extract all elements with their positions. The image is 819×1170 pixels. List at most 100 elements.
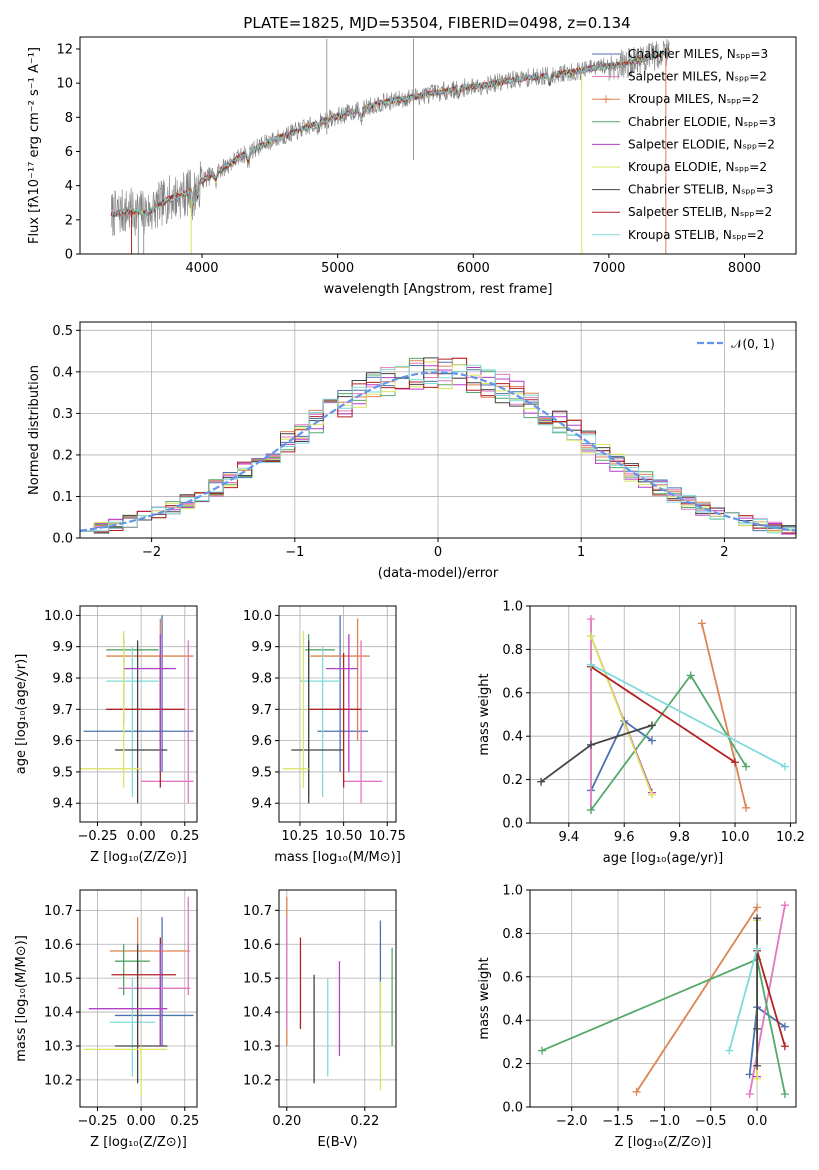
weight-series-1 <box>748 905 786 1095</box>
y-axis-label: age [log₁₀(age/yr)] <box>14 654 29 775</box>
weight-marker <box>745 1070 754 1079</box>
weight-marker <box>632 1087 641 1096</box>
weight-marker <box>780 1042 789 1051</box>
weight-marker <box>742 762 751 771</box>
x-axis-label: Z [log₁₀(Z/Z⊙)] <box>615 1135 712 1150</box>
y-tick-label: 9.8 <box>251 672 272 687</box>
axes-frame-mass_vs_ebv: 0.20 0.22 10.2 10.3 10.4 10.5 10.6 10.7 E(B-V) <box>243 889 397 1150</box>
y-tick-label: 1.0 <box>502 600 523 615</box>
y-tick-label: 10.7 <box>44 904 73 919</box>
x-tick-label: −2 <box>142 545 161 560</box>
y-tick-label: 10.2 <box>243 1073 272 1088</box>
y-tick-label: 0 <box>65 248 73 263</box>
model-spectrum-line-8 <box>110 48 670 219</box>
y-tick-label: 10.4 <box>44 1006 73 1021</box>
errorbar-point-4 <box>299 646 341 797</box>
panel-residuals: −2 −1 0 1 2 0.0 0.1 0.2 0.3 0.4 0.5 (data-model)/er… <box>27 321 797 581</box>
x-tick-label: 0.00 <box>127 829 156 844</box>
y-tick-label: 9.6 <box>251 734 272 749</box>
y-tick-label: 0.2 <box>502 773 523 788</box>
axes-frame-mass_vs_z: −0.25 0.00 0.25 10.2 10.3 10.4 10.5 10.6 10.7 Z [… <box>14 889 199 1150</box>
y-tick-label: 10.6 <box>44 938 73 953</box>
weight-marker <box>731 758 740 767</box>
legend-label: Kroupa MILES, Nₛₚₚ=2 <box>628 92 759 106</box>
plot-area-weight_vs_z <box>538 901 789 1098</box>
x-tick-label: 0.00 <box>127 1114 156 1129</box>
y-tick-label: 0.3 <box>52 407 73 422</box>
weight-marker <box>647 721 656 730</box>
x-tick-label: 6000 <box>457 261 490 276</box>
y-tick-label: 0.5 <box>52 324 73 339</box>
weight-marker <box>742 803 751 812</box>
panel-age_vs_mass: 10.25 10.50 10.75 9.4 9.5 9.6 9.7 9.8 9.9 10.0 mas… <box>243 605 406 865</box>
weight-marker <box>647 790 656 799</box>
y-tick-label: 9.6 <box>52 734 73 749</box>
axes-frame <box>79 36 797 255</box>
errorbar-point-2 <box>118 896 191 996</box>
weight-series-8 <box>728 948 758 1051</box>
axes-frame <box>79 605 198 823</box>
axes-frame <box>278 605 397 823</box>
weight-marker <box>745 1089 754 1098</box>
axes-frame-age_vs_z: −0.25 0.00 0.25 9.4 9.5 9.6 9.7 9.8 9.9 10.0 Z [lo… <box>14 605 199 865</box>
y-tick-label: 0.4 <box>52 365 73 380</box>
errorbar-point-4 <box>109 978 156 1077</box>
errorbar-point-8 <box>80 631 142 788</box>
legend-label: Chabrier STELIB, Nₛₚₚ=3 <box>628 183 773 197</box>
residual-histogram-7 <box>80 357 796 538</box>
weight-marker <box>586 632 595 641</box>
errorbar-point-8 <box>282 631 309 788</box>
x-tick-label: 10.50 <box>325 829 362 844</box>
legend-label: Kroupa STELIB, Nₛₚₚ=2 <box>628 228 764 242</box>
y-tick-label: 10.0 <box>44 609 73 624</box>
x-tick-label: 9.4 <box>558 830 579 845</box>
y-tick-label: 0.8 <box>502 927 523 942</box>
y-tick-label: 10.3 <box>243 1039 272 1054</box>
weight-marker <box>780 1089 789 1098</box>
weight-marker <box>586 660 595 669</box>
y-tick-label: 10.5 <box>243 972 272 987</box>
panel-spectrum: 4000 5000 6000 7000 8000 0 2 4 6 8 10 12 wavelength … <box>27 36 797 297</box>
errorbar-point-6 <box>111 937 177 1046</box>
errorbar-point-0 <box>114 917 194 1046</box>
weight-series-0 <box>590 719 653 791</box>
y-tick-label: 9.8 <box>52 672 73 687</box>
y-tick-label: 0.4 <box>502 1014 523 1029</box>
x-tick-label: −0.25 <box>78 1114 118 1129</box>
x-tick-label: 4000 <box>185 261 218 276</box>
weight-marker <box>725 1046 734 1055</box>
y-tick-label: 9.9 <box>52 640 73 655</box>
weight-marker <box>753 903 762 912</box>
legend-label: Chabrier MILES, Nₛₚₚ=3 <box>628 47 768 61</box>
weight-marker <box>537 777 546 786</box>
axes-frame <box>278 889 397 1108</box>
y-axis-label: mass [log₁₀(M/M⊙)] <box>14 935 29 1062</box>
y-tick-label: 0.6 <box>502 970 523 985</box>
y-tick-label: 6 <box>65 145 73 160</box>
legend-label: Salpeter ELODIE, Nₛₚₚ=2 <box>628 137 775 151</box>
y-tick-label: 10.7 <box>243 904 272 919</box>
y-tick-label: 4 <box>65 179 73 194</box>
weight-marker <box>780 901 789 910</box>
y-axis-label: mass weight <box>477 957 492 1039</box>
y-tick-label: 9.4 <box>251 797 272 812</box>
weight-marker <box>753 914 762 923</box>
weight-series-7 <box>590 666 736 763</box>
y-tick-label: 10.2 <box>44 1073 73 1088</box>
axes-frame <box>529 889 797 1108</box>
y-tick-label: 0.0 <box>52 532 73 547</box>
x-tick-label: 8000 <box>728 261 761 276</box>
weight-marker <box>586 740 595 749</box>
plot-area-age_vs_z <box>80 615 194 804</box>
panel-mass_vs_ebv: 0.20 0.22 10.2 10.3 10.4 10.5 10.6 10.7 E(B-V) <box>243 889 397 1150</box>
errorbar-point-1 <box>106 618 194 741</box>
x-tick-label: 5000 <box>321 261 354 276</box>
errorbar-point-7 <box>88 944 168 1046</box>
residual-histogram-8 <box>80 364 796 538</box>
x-tick-label: 0.0 <box>747 1114 768 1129</box>
y-tick-label: 12 <box>56 42 73 57</box>
y-tick-label: 9.4 <box>52 797 73 812</box>
y-tick-label: 10.4 <box>243 1006 272 1021</box>
x-tick-label: 2 <box>720 545 728 560</box>
